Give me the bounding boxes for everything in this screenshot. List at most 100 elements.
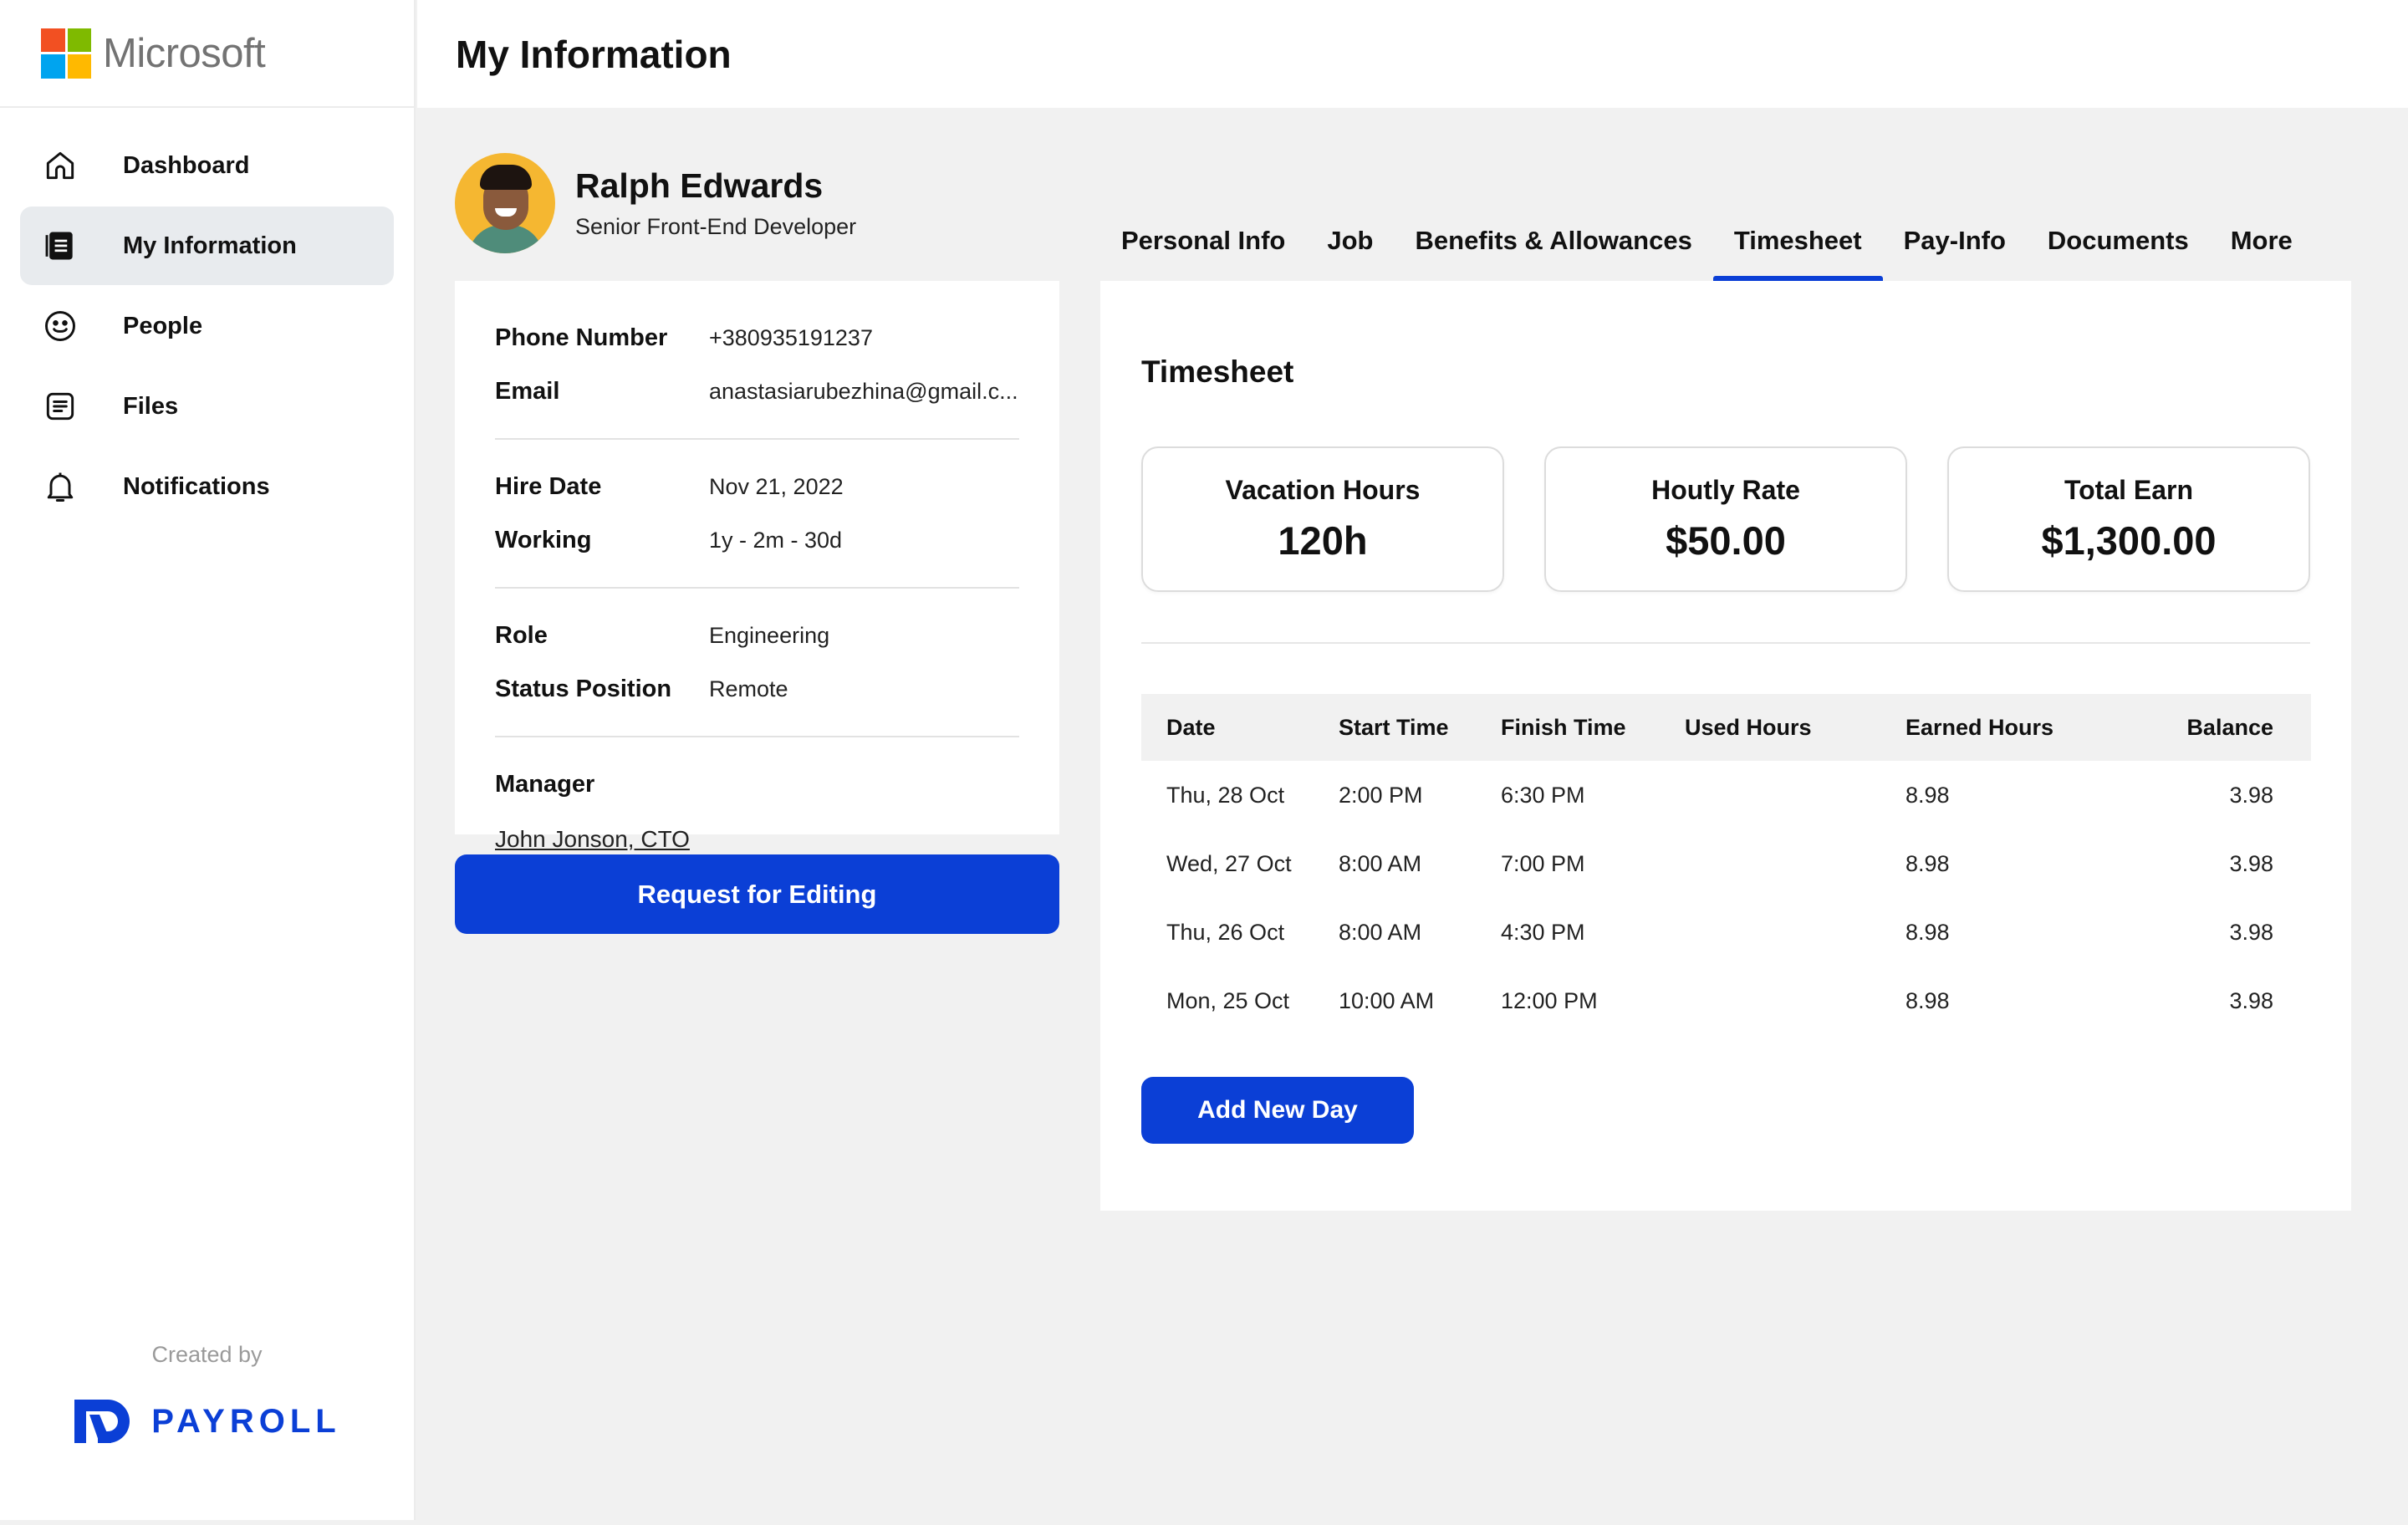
timesheet-title: Timesheet	[1141, 354, 1294, 389]
profile-header: Ralph Edwards Senior Front-End Developer	[455, 153, 856, 253]
tab-more[interactable]: More	[2230, 226, 2293, 255]
working-value: 1y - 2m - 30d	[709, 527, 843, 553]
sidebar-item-label: Dashboard	[123, 151, 250, 179]
stat-value: $50.00	[1666, 518, 1786, 563]
column-header-used-hours[interactable]: Used Hours	[1685, 714, 1812, 740]
table-header-row: Date Start Time Finish Time Used Hours E…	[1141, 694, 2311, 761]
tab-benefits-allowances[interactable]: Benefits & Allowances	[1415, 226, 1692, 255]
hire-date-label: Hire Date	[495, 472, 602, 500]
cell-used-hours	[1660, 898, 1880, 967]
manager-label: Manager	[495, 770, 595, 798]
table-row[interactable]: Mon, 25 Oct 10:00 AM 12:00 PM 8.98 3.98	[1141, 967, 2311, 1035]
page-title: My Information	[456, 32, 732, 76]
column-header-balance[interactable]: Balance	[2186, 714, 2273, 740]
file-icon	[42, 388, 79, 425]
cell-balance: 3.98	[2229, 919, 2273, 945]
sidebar-item-people[interactable]: People	[20, 287, 394, 365]
brand-header: Microsoft	[0, 0, 414, 108]
role-label: Role	[495, 621, 548, 649]
column-header-finish-time[interactable]: Finish Time	[1501, 714, 1626, 740]
stats-row: Vacation Hours 120h Houtly Rate $50.00 T…	[1141, 446, 2310, 644]
phone-label: Phone Number	[495, 324, 668, 351]
email-row: Email anastasiarubezhina@gmail.c...	[495, 365, 1019, 418]
sidebar-item-files[interactable]: Files	[20, 367, 394, 446]
cell-used-hours	[1660, 967, 1880, 1035]
cell-earned-hours: 8.98	[1905, 850, 1950, 876]
cell-balance: 3.98	[2229, 850, 2273, 876]
cell-earned-hours: 8.98	[1905, 782, 1950, 808]
add-new-day-button[interactable]: Add New Day	[1141, 1077, 1414, 1144]
position-group: Role Engineering Status Position Remote	[495, 609, 1019, 737]
sidebar-item-label: My Information	[123, 232, 297, 259]
phone-value: +380935191237	[709, 324, 873, 350]
column-header-earned-hours[interactable]: Earned Hours	[1905, 714, 2054, 740]
table-row[interactable]: Thu, 26 Oct 8:00 AM 4:30 PM 8.98 3.98	[1141, 898, 2311, 967]
avatar[interactable]	[455, 153, 555, 253]
stat-label: Vacation Hours	[1225, 475, 1421, 505]
phone-row: Phone Number +380935191237	[495, 311, 1019, 365]
tab-timesheet[interactable]: Timesheet	[1712, 209, 1883, 281]
table-row[interactable]: Wed, 27 Oct 8:00 AM 7:00 PM 8.98 3.98	[1141, 829, 2311, 898]
cell-date: Thu, 28 Oct	[1166, 782, 1285, 808]
tab-personal-info[interactable]: Personal Info	[1121, 226, 1286, 255]
tab-job[interactable]: Job	[1327, 226, 1374, 255]
id-card-icon	[42, 227, 79, 264]
stat-card-total-earn: Total Earn $1,300.00	[1947, 446, 2310, 592]
stat-value: $1,300.00	[2041, 518, 2217, 563]
tab-documents[interactable]: Documents	[2047, 226, 2189, 255]
brand-name: Microsoft	[103, 30, 266, 76]
profile-role: Senior Front-End Developer	[575, 214, 857, 239]
sidebar: Microsoft Dashboard My Information Peopl…	[0, 0, 416, 1520]
column-header-date[interactable]: Date	[1166, 714, 1216, 740]
tab-pay-info[interactable]: Pay-Info	[1903, 226, 2006, 255]
sidebar-item-my-information[interactable]: My Information	[20, 207, 394, 285]
cell-finish-time: 12:00 PM	[1501, 987, 1598, 1013]
manager-row: Manager	[495, 757, 1019, 811]
sidebar-item-label: Notifications	[123, 472, 270, 500]
cell-date: Mon, 25 Oct	[1166, 987, 1290, 1013]
cell-date: Thu, 26 Oct	[1166, 919, 1285, 945]
employment-group: Hire Date Nov 21, 2022 Working 1y - 2m -…	[495, 460, 1019, 589]
payroll-logo[interactable]: PAYROLL	[0, 1398, 414, 1445]
sidebar-item-notifications[interactable]: Notifications	[20, 447, 394, 526]
payroll-wordmark: PAYROLL	[151, 1402, 341, 1440]
sidebar-item-dashboard[interactable]: Dashboard	[20, 126, 394, 205]
timesheet-table: Date Start Time Finish Time Used Hours E…	[1141, 694, 2311, 1035]
cell-start-time: 8:00 AM	[1339, 850, 1422, 876]
status-position-label: Status Position	[495, 675, 672, 702]
email-value: anastasiarubezhina@gmail.c...	[709, 378, 1018, 404]
sidebar-nav: Dashboard My Information People Files No…	[0, 108, 414, 546]
sidebar-item-label: Files	[123, 392, 179, 420]
cell-start-time: 8:00 AM	[1339, 919, 1422, 945]
status-position-value: Remote	[709, 676, 788, 701]
timesheet-panel: Timesheet Vacation Hours 120h Houtly Rat…	[1100, 281, 2351, 1211]
manager-group: Manager John Jonson, CTO	[495, 757, 1019, 873]
stat-label: Total Earn	[2064, 475, 2194, 505]
cell-finish-time: 6:30 PM	[1501, 782, 1585, 808]
stat-value: 120h	[1278, 518, 1368, 563]
cell-used-hours	[1660, 829, 1880, 898]
smiley-icon	[42, 308, 79, 344]
status-position-row: Status Position Remote	[495, 662, 1019, 716]
top-bar: My Information	[417, 0, 2408, 108]
cell-start-time: 10:00 AM	[1339, 987, 1435, 1013]
manager-link[interactable]: John Jonson, CTO	[495, 826, 690, 852]
info-card: Phone Number +380935191237 Email anastas…	[455, 281, 1059, 852]
cell-balance: 3.98	[2229, 987, 2273, 1013]
cell-earned-hours: 8.98	[1905, 919, 1950, 945]
hire-date-row: Hire Date Nov 21, 2022	[495, 460, 1019, 513]
profile-tabs: Personal Info Job Benefits & Allowances …	[1100, 209, 2314, 281]
cell-date: Wed, 27 Oct	[1166, 850, 1292, 876]
cell-start-time: 2:00 PM	[1339, 782, 1423, 808]
sidebar-item-label: People	[123, 312, 203, 339]
contact-group: Phone Number +380935191237 Email anastas…	[495, 311, 1019, 440]
cell-earned-hours: 8.98	[1905, 987, 1950, 1013]
role-value: Engineering	[709, 622, 830, 648]
profile-name: Ralph Edwards	[575, 166, 824, 205]
stat-label: Houtly Rate	[1651, 475, 1800, 505]
table-row[interactable]: Thu, 28 Oct 2:00 PM 6:30 PM 8.98 3.98	[1141, 761, 2311, 829]
working-row: Working 1y - 2m - 30d	[495, 513, 1019, 567]
request-editing-button[interactable]: Request for Editing	[455, 854, 1059, 934]
column-header-start-time[interactable]: Start Time	[1339, 714, 1449, 740]
credit-label: Created by	[151, 1342, 263, 1367]
